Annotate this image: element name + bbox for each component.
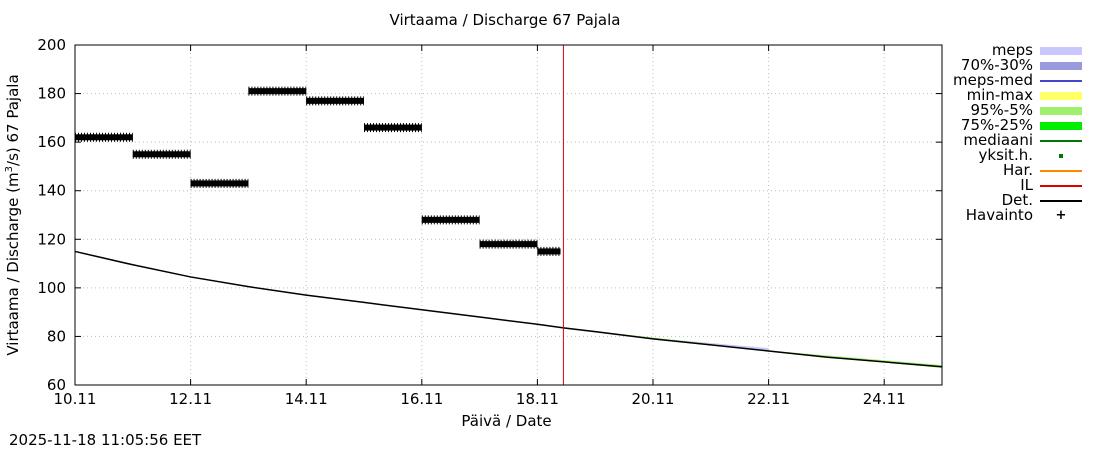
y-tick-label: 100 xyxy=(37,279,66,297)
legend-swatch xyxy=(1040,185,1082,187)
observation-segment xyxy=(537,248,561,255)
legend-item: meps-med xyxy=(945,73,1095,88)
observation-segment xyxy=(190,180,249,187)
legend-swatch xyxy=(1040,107,1082,115)
legend-swatch xyxy=(1040,122,1082,130)
legend-label: IL xyxy=(1020,176,1033,194)
x-tick-label: 22.11 xyxy=(747,390,790,408)
x-tick-label: 18.11 xyxy=(516,390,559,408)
plot-frame xyxy=(74,44,943,386)
legend-item: 70%-30% xyxy=(945,58,1095,73)
observation-segment xyxy=(306,97,364,104)
legend-swatch xyxy=(1040,62,1082,70)
legend-label: Det. xyxy=(1001,191,1033,209)
observation-segment xyxy=(75,134,133,141)
legend-swatch xyxy=(1040,92,1082,100)
timestamp: 2025-11-18 11:05:56 EET xyxy=(9,431,202,449)
chart-title: Virtaama / Discharge 67 Pajala xyxy=(389,11,621,29)
legend-item: 95%-5% xyxy=(945,103,1095,118)
legend-item: yksit.h. xyxy=(945,148,1095,163)
y-tick-label: 140 xyxy=(37,182,66,200)
x-axis-label: Päivä / Date xyxy=(461,412,552,430)
legend-swatch xyxy=(1040,80,1082,82)
x-tick-label: 14.11 xyxy=(285,390,328,408)
legend-swatch xyxy=(1059,154,1063,158)
legend-label: meps xyxy=(991,41,1033,59)
observation-segment xyxy=(479,241,538,248)
legend-swatch xyxy=(1040,47,1082,55)
x-tick-label: 12.11 xyxy=(169,390,212,408)
legend-label: min-max xyxy=(966,86,1033,104)
series-line-det- xyxy=(74,250,943,368)
legend-label: 95%-5% xyxy=(970,101,1033,119)
x-tick-label: 24.11 xyxy=(863,390,906,408)
legend-item: Har. xyxy=(945,163,1095,178)
legend-label: mediaani xyxy=(963,131,1033,149)
legend-label: 75%-25% xyxy=(960,116,1033,134)
y-tick-label: 160 xyxy=(37,133,66,151)
legend-label: meps-med xyxy=(953,71,1033,89)
y-tick-label: 200 xyxy=(37,36,66,54)
x-tick-label: 10.11 xyxy=(54,390,97,408)
legend-swatch: + xyxy=(1055,208,1067,223)
observation-segment xyxy=(421,216,480,223)
legend-item: 75%-25% xyxy=(945,118,1095,133)
y-tick-label: 80 xyxy=(47,327,66,345)
legend-item: mediaani xyxy=(945,133,1095,148)
legend-swatch xyxy=(1040,170,1082,172)
y-tick-label: 180 xyxy=(37,85,66,103)
legend-item: Det. xyxy=(945,193,1095,208)
legend-label: yksit.h. xyxy=(978,146,1033,164)
legend-item: min-max xyxy=(945,88,1095,103)
legend: meps 70%-30% meps-med min-max 95%-5% 75%-25% m… xyxy=(945,43,1095,223)
legend-swatch xyxy=(1040,140,1082,142)
legend-label: Har. xyxy=(1002,161,1033,179)
observation-segment xyxy=(248,88,307,95)
legend-swatch xyxy=(1040,200,1082,202)
observation-segment xyxy=(132,151,191,158)
legend-label: Havainto xyxy=(965,206,1033,224)
y-tick-label: 60 xyxy=(47,376,66,394)
x-tick-label: 20.11 xyxy=(632,390,675,408)
band-95-5- xyxy=(563,327,942,368)
legend-item: Havainto + xyxy=(945,208,1095,223)
x-tick-label: 16.11 xyxy=(400,390,443,408)
legend-label: 70%-30% xyxy=(960,56,1033,74)
observation-segment xyxy=(364,124,422,131)
y-axis-label: Virtaama / Discharge (m3/s) 67 Pajala xyxy=(4,74,22,356)
y-tick-label: 120 xyxy=(37,230,66,248)
legend-item: meps xyxy=(945,43,1095,58)
legend-item: IL xyxy=(945,178,1095,193)
